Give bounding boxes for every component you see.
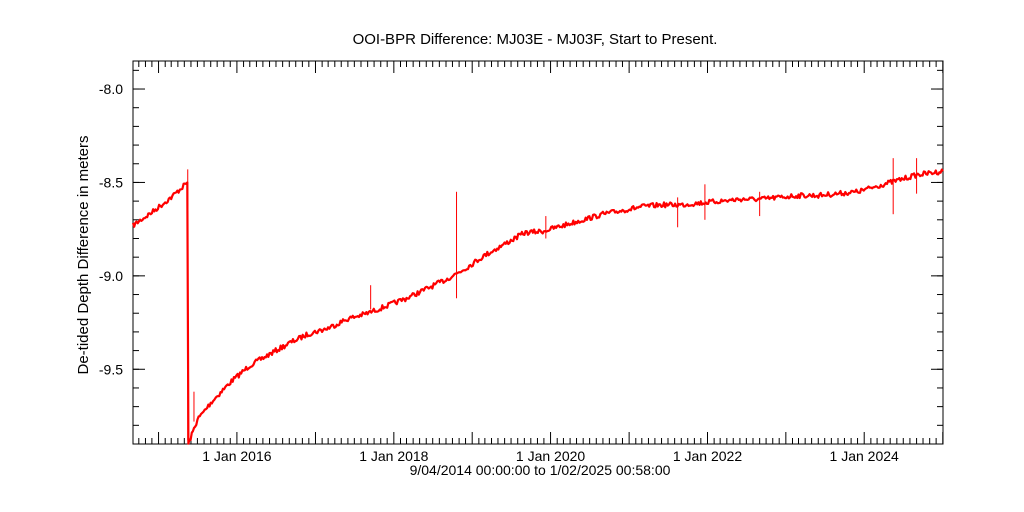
series-line xyxy=(131,168,944,445)
chart-title: OOI-BPR Difference: MJ03E - MJ03F, Start… xyxy=(353,31,718,48)
y-axis-label: De-tided Depth Difference in meters xyxy=(75,135,92,374)
x-axis-range-label: 9/04/2014 00:00:00 to 1/02/2025 00:58:00 xyxy=(410,462,671,478)
y-tick-label: -8.0 xyxy=(99,81,123,97)
y-tick-label: -9.0 xyxy=(99,268,123,284)
x-tick-label: 1 Jan 2024 xyxy=(830,448,899,464)
x-tick-label: 1 Jan 2018 xyxy=(359,448,428,464)
x-tick-label: 1 Jan 2020 xyxy=(516,448,585,464)
y-tick-label: -8.5 xyxy=(99,174,123,190)
x-tick-label: 1 Jan 2022 xyxy=(673,448,742,464)
plot-frame xyxy=(132,60,944,445)
plot-area: -8.0 -8.5 -9.0 -9.5 1 Jan 2016 1 Jan 2018 1 Ja… xyxy=(99,60,944,464)
x-tick-label: 1 Jan 2016 xyxy=(202,448,271,464)
y-tick-label: -9.5 xyxy=(99,361,123,377)
